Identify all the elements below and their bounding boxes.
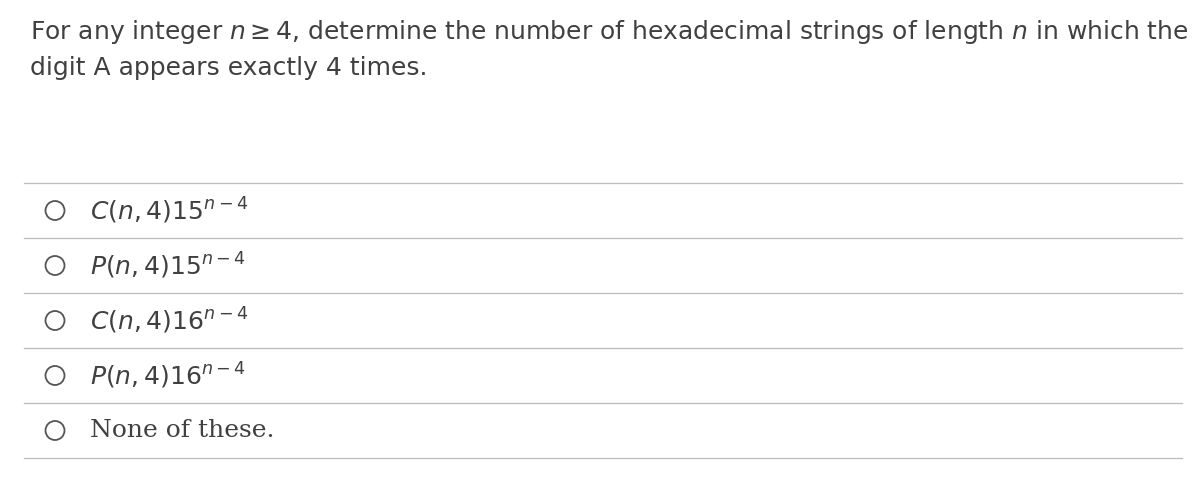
Text: $C(n, 4)15^{n-4}$: $C(n, 4)15^{n-4}$ [90, 196, 248, 226]
Text: digit A appears exactly 4 times.: digit A appears exactly 4 times. [30, 56, 427, 80]
Text: For any integer $n \geq 4$, determine the number of hexadecimal strings of lengt: For any integer $n \geq 4$, determine th… [30, 18, 1188, 46]
Text: None of these.: None of these. [90, 419, 275, 442]
Text: $P(n, 4)15^{n-4}$: $P(n, 4)15^{n-4}$ [90, 250, 246, 281]
Text: $P(n, 4)16^{n-4}$: $P(n, 4)16^{n-4}$ [90, 360, 246, 391]
Text: $C(n, 4)16^{n-4}$: $C(n, 4)16^{n-4}$ [90, 305, 248, 336]
